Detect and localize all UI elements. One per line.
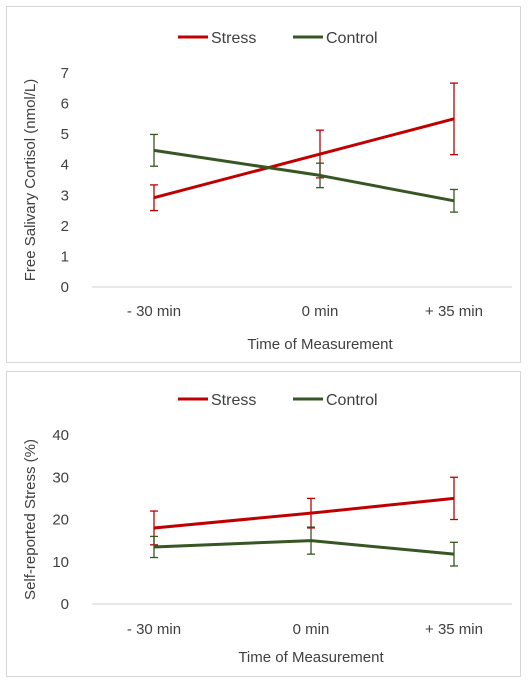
legend-label-control: Control xyxy=(326,392,378,409)
y-tick-label: 1 xyxy=(61,248,69,265)
x-tick-label: - 30 min xyxy=(127,303,181,320)
legend-label-control: Control xyxy=(326,30,378,47)
x-tick-label: 0 min xyxy=(293,621,330,638)
y-tick-label: 2 xyxy=(61,218,69,235)
y-tick-label: 7 xyxy=(61,65,69,82)
x-tick-label: + 35 min xyxy=(425,621,483,638)
series-line-control xyxy=(153,539,455,556)
y-tick-label: 5 xyxy=(61,126,69,143)
y-axis-title: Self-reported Stress (%) xyxy=(22,439,39,600)
self-reported-stress-chart-panel: Stress Control 0 10 20 30 40 - 30 min 0 min + 35 … xyxy=(6,371,521,677)
y-axis-title: Free Salivary Cortisol (nmol/L) xyxy=(22,79,39,282)
series-line-stress xyxy=(153,496,455,530)
x-tick-label: + 35 min xyxy=(425,303,483,320)
cortisol-chart-panel: Stress Control 0 1 2 3 4 5 6 7 - 30 min 0 min + 35 m… xyxy=(6,6,521,363)
y-tick-label: 4 xyxy=(61,157,69,174)
y-tick-label: 30 xyxy=(52,469,69,486)
x-tick-label: - 30 min xyxy=(127,621,181,638)
x-axis-title: Time of Measurement xyxy=(247,336,393,353)
x-axis-title: Time of Measurement xyxy=(238,649,384,666)
x-tick-label: 0 min xyxy=(302,303,339,320)
y-tick-label: 40 xyxy=(52,427,69,444)
y-tick-label: 0 xyxy=(61,279,69,296)
legend-label-stress: Stress xyxy=(211,30,256,47)
self-reported-stress-chart: Stress Control 0 10 20 30 40 - 30 min 0 min + 35 … xyxy=(22,392,512,666)
y-tick-label: 10 xyxy=(52,554,69,571)
y-tick-label: 0 xyxy=(61,596,69,613)
y-tick-label: 3 xyxy=(61,187,69,204)
legend-label-stress: Stress xyxy=(211,392,256,409)
y-tick-label: 20 xyxy=(52,512,69,529)
cortisol-chart: Stress Control 0 1 2 3 4 5 6 7 - 30 min 0 min + 35 m… xyxy=(22,30,512,353)
y-tick-label: 6 xyxy=(61,96,69,113)
